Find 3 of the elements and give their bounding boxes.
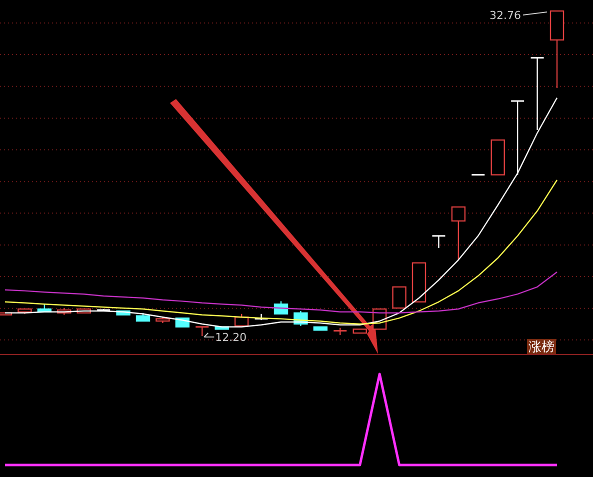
annotation: 12.20: [215, 331, 247, 344]
annotation: 32.76: [490, 9, 521, 22]
text: 涨榜: [528, 340, 554, 355]
